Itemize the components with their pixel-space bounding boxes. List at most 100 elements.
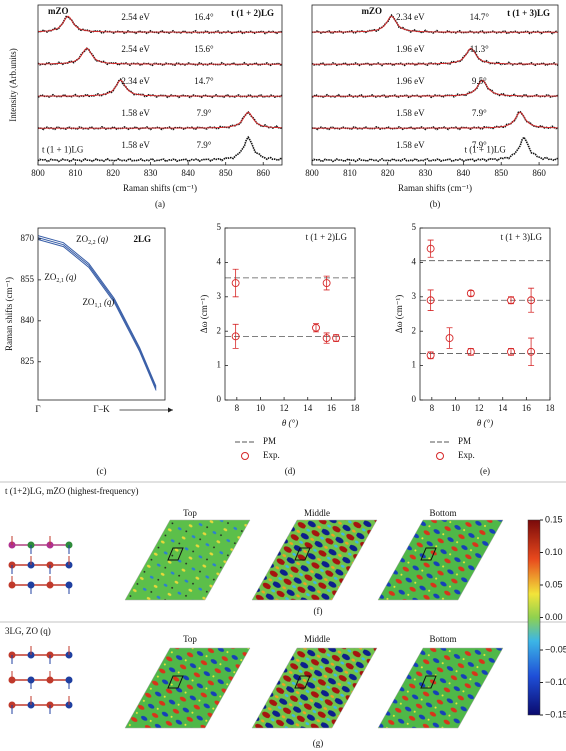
curve-label-arg: (q) [104, 297, 115, 307]
spectrum [311, 110, 559, 131]
energy-label: 1.96 eV [396, 76, 425, 86]
curve-label-sub: 1,1 [94, 303, 102, 309]
fit-curve [312, 111, 558, 129]
x-tick-label: 840 [457, 168, 471, 178]
x-tick-label: 810 [69, 168, 83, 178]
energy-label: 2.54 eV [121, 44, 150, 54]
angle-label: 7.9° [196, 108, 211, 118]
data-point [466, 289, 475, 298]
error-bar [323, 275, 330, 291]
x-tick-label: 16 [327, 403, 337, 413]
data-point [322, 279, 331, 287]
plot-frame [311, 4, 559, 166]
energy-label: 1.58 eV [396, 140, 425, 150]
error-bar [232, 268, 239, 298]
panel-label: (c) [97, 466, 107, 476]
unit-cell [167, 675, 184, 689]
data-point [507, 296, 515, 305]
map-label: Bottom [429, 634, 456, 644]
x-tick-label: 820 [106, 168, 120, 178]
map-label: Middle [304, 634, 330, 644]
legend-label: PM [263, 436, 276, 446]
panel-label: (g) [313, 738, 324, 748]
angle-label: 14.7° [470, 12, 490, 22]
x-tick-label: 810 [343, 168, 357, 178]
y-tick-label: 1 [412, 360, 417, 370]
data-point [332, 334, 341, 343]
y-tick-label: 0 [217, 394, 222, 404]
x-tick-label: 12 [475, 403, 484, 413]
map-label: Top [183, 508, 197, 518]
colorbar-tick-label: −0.15 [545, 709, 566, 719]
y-tick-label: 4 [412, 256, 417, 266]
x-tick-label: 8 [430, 403, 435, 413]
field-map [124, 647, 251, 729]
data-point [231, 332, 240, 341]
energy-label: 1.58 eV [121, 140, 150, 150]
curve-label: ZO1,1 (q) [82, 297, 114, 309]
angle-label: 14.7° [194, 76, 214, 86]
plot-frame [37, 4, 283, 166]
spectrum [37, 78, 283, 99]
dispersion-curve [37, 239, 157, 391]
y-axis-label: Δω (cm⁻¹) [199, 295, 209, 333]
y-tick-label: 1 [217, 360, 222, 370]
chart-title: t (1 + 2)LG [306, 232, 348, 242]
y-tick-label: 3 [412, 291, 417, 301]
series-name: mZO [48, 6, 69, 16]
fit-curve [37, 47, 282, 65]
panel-label: (a) [155, 199, 165, 209]
panel-label: (f) [314, 606, 323, 616]
error-bar [427, 239, 434, 258]
plot-frame [224, 227, 356, 401]
y-axis-label: Δω (cm⁻¹) [394, 295, 404, 333]
colorbar-tick-label: 0.05 [545, 579, 563, 589]
chart-title: t (1 + 2)LG [231, 8, 274, 18]
curve-label-name: ZO [76, 234, 88, 244]
y-tick-label: 825 [21, 356, 35, 366]
chart-title: t (1 + 3)LG [507, 8, 550, 18]
angle-label: 7.9° [472, 108, 487, 118]
y-tick-label: 5 [217, 222, 222, 232]
panel-label: (b) [430, 199, 441, 209]
field-map [377, 519, 504, 601]
y-axis-label: Raman shifts (cm⁻¹) [4, 277, 14, 351]
x-tick-label: 860 [532, 168, 546, 178]
angle-label: 7.9° [472, 140, 487, 150]
field-map [377, 647, 504, 729]
x-tick-label: 830 [419, 168, 433, 178]
series-name: mZO [361, 6, 382, 16]
error-bar [313, 323, 319, 333]
curve-label-arg: (q) [98, 234, 109, 244]
curve-label: ZO2,1 (q) [44, 272, 76, 284]
map-label: Bottom [429, 508, 456, 518]
x-tick-label: Γ–K [93, 404, 110, 414]
energy-label: 1.58 eV [121, 108, 150, 118]
curve-label: ZO2,2 (q) [76, 234, 108, 246]
y-tick-label: 870 [21, 233, 35, 243]
fit-curve [37, 15, 282, 33]
energy-label: 2.54 eV [121, 12, 150, 22]
data-point [527, 347, 536, 356]
x-axis-label: Raman shifts (cm⁻¹) [398, 183, 472, 193]
y-tick-label: 855 [21, 274, 35, 284]
energy-label: 2.34 eV [121, 76, 150, 86]
colorbar-tick-label: 0.15 [545, 514, 563, 524]
data-point [527, 296, 536, 305]
y-axis-label: Intensity (Arb.units) [8, 48, 18, 122]
energy-label: 1.58 eV [396, 108, 425, 118]
y-tick-label: 2 [412, 325, 417, 335]
angle-label: 9.5° [472, 76, 487, 86]
data-point [507, 347, 515, 356]
legend-label: Exp. [458, 450, 475, 460]
angle-label: 15.6° [194, 44, 214, 54]
x-tick-label: 12 [280, 403, 289, 413]
x-tick-label: 10 [451, 403, 461, 413]
legend-label: PM [458, 436, 471, 446]
colorbar [527, 519, 541, 716]
error-bar [528, 287, 535, 313]
field-map [251, 647, 378, 729]
angle-label: 16.4° [194, 12, 214, 22]
series-name: t (1 + 1)LG [42, 144, 84, 154]
